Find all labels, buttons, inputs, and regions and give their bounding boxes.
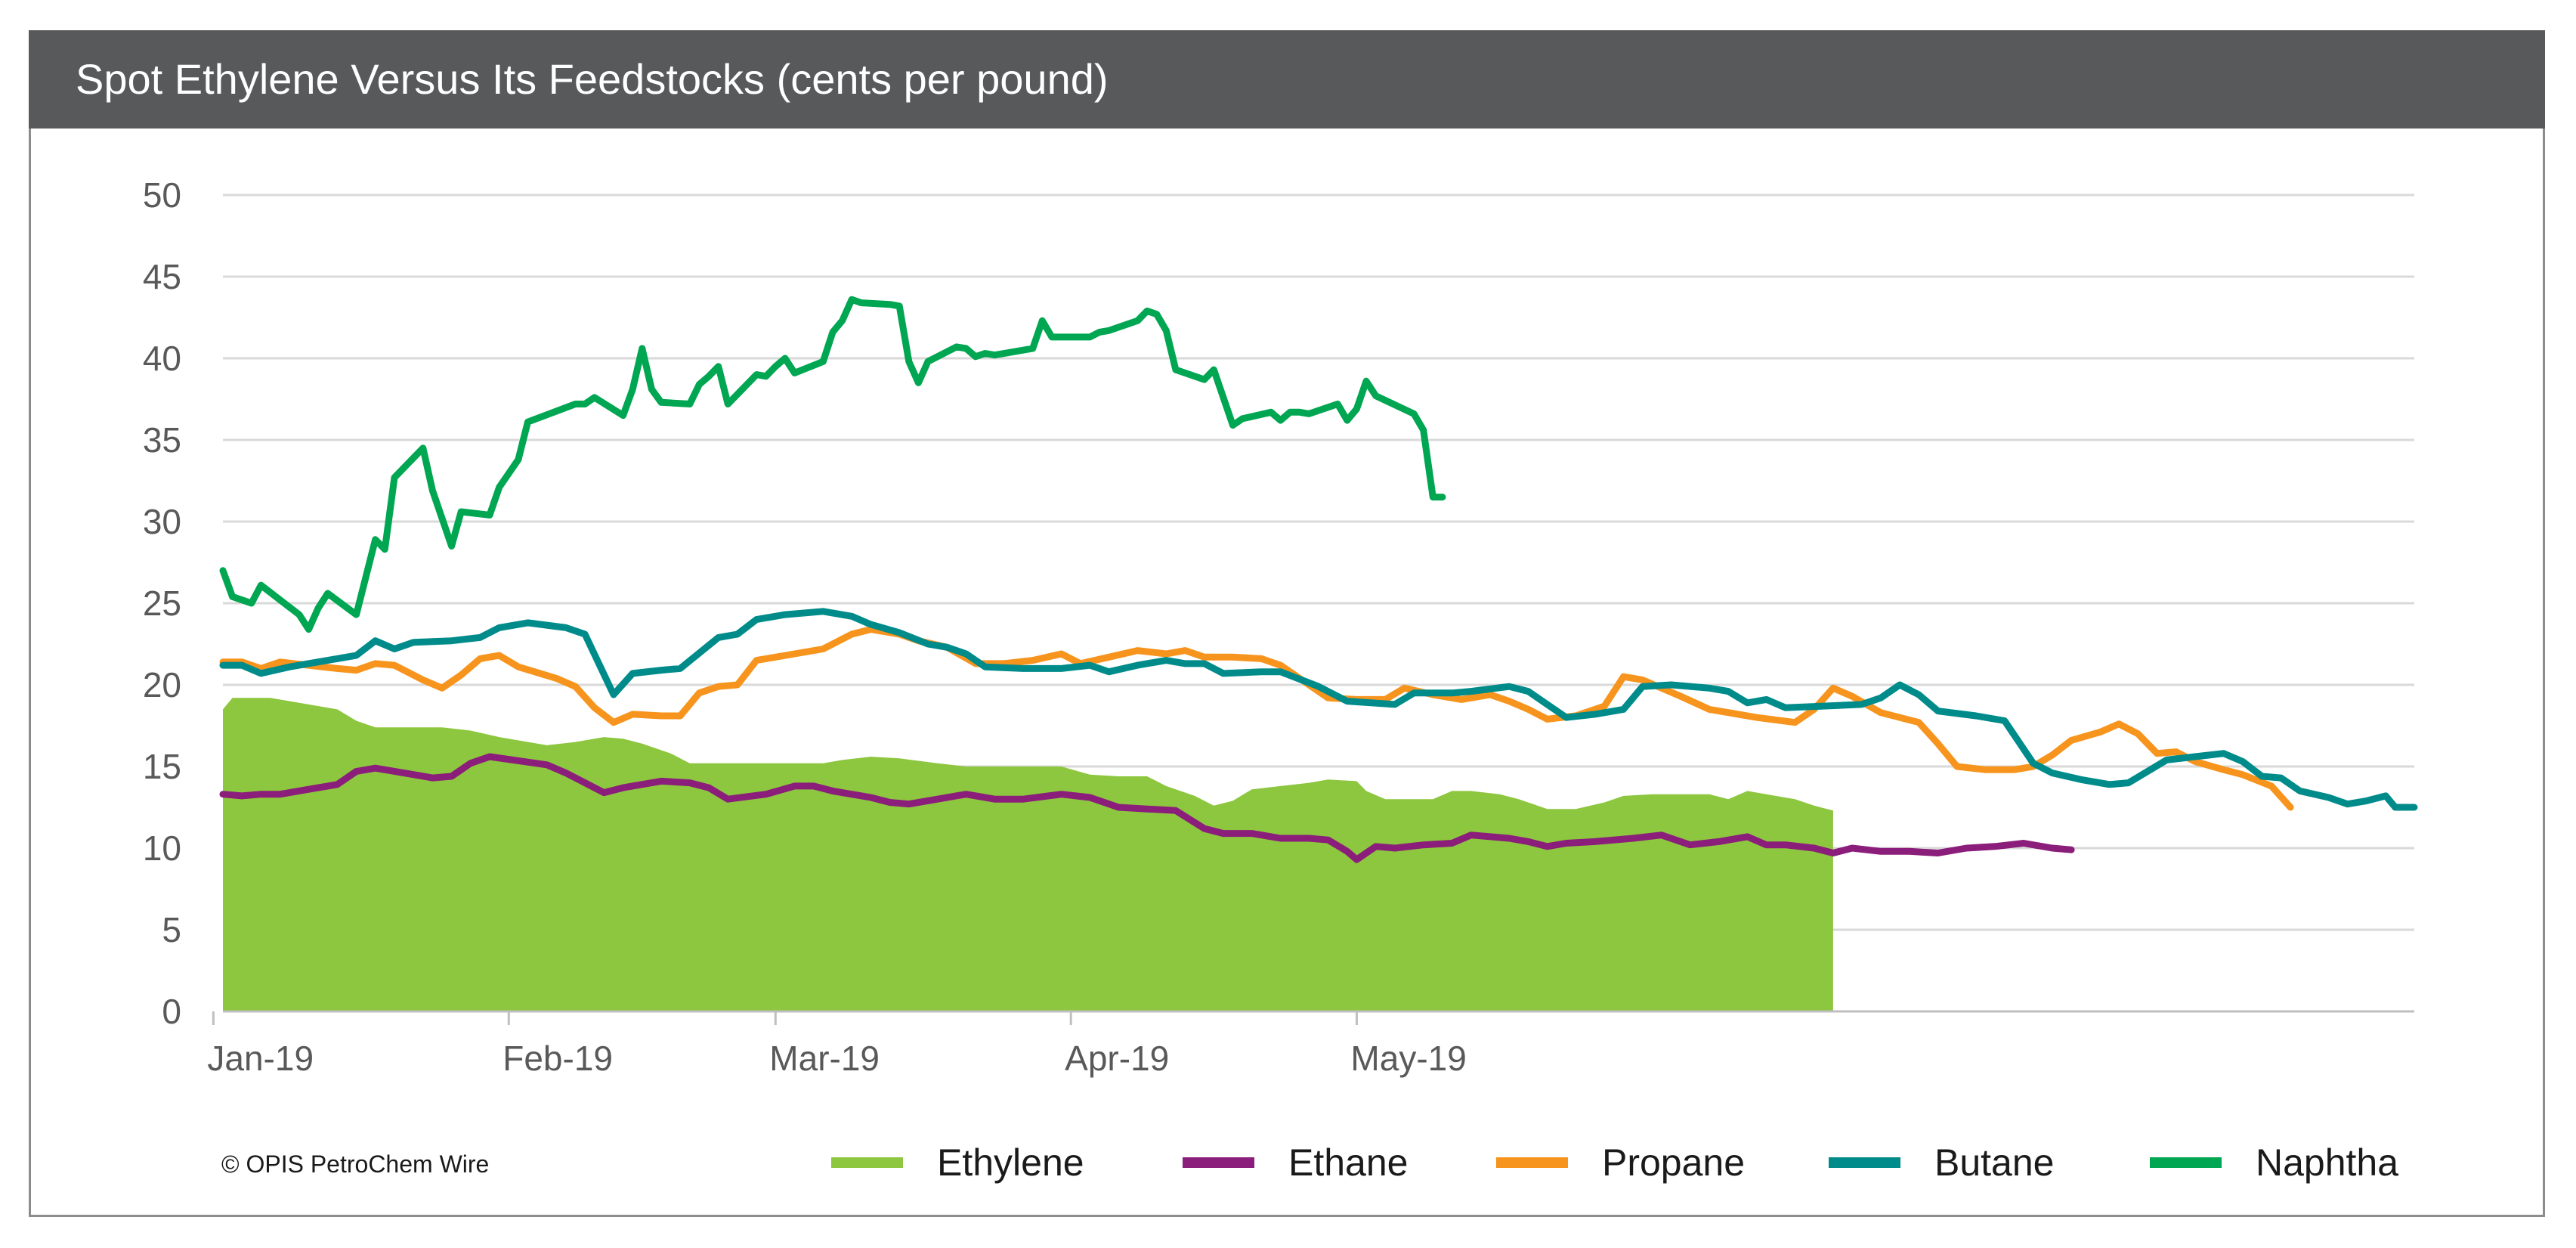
axes: 0 5 10 15 20 25 30 35 40 45 50 Jan-19 Feb-19 Mar-19 Ap… [143, 175, 2414, 1078]
y-tick-label: 50 [143, 175, 181, 215]
title-bar [29, 30, 2545, 129]
series-line-naphtha [219, 296, 1446, 633]
y-tick-label: 40 [143, 339, 181, 378]
x-tick-label: Mar-19 [769, 1039, 880, 1078]
y-tick-label: 20 [143, 665, 181, 705]
legend-label-propane: Propane [1602, 1141, 1745, 1184]
copyright-note: © OPIS PetroChem Wire [221, 1150, 490, 1178]
x-tick-label: May-19 [1350, 1039, 1466, 1078]
series-line-butane [219, 608, 2418, 811]
x-tick-label: Feb-19 [503, 1039, 613, 1078]
y-tick-label: 0 [162, 992, 181, 1031]
y-tick-label: 25 [143, 584, 181, 623]
legend-label-ethane: Ethane [1288, 1141, 1408, 1184]
x-tick-label: Jan-19 [207, 1039, 314, 1078]
series-layer [219, 296, 2418, 1011]
chart-title: Spot Ethylene Versus Its Feedstocks (cen… [76, 55, 1109, 103]
legend-label-naphtha: Naphtha [2256, 1141, 2398, 1184]
series-area-ethylene [223, 698, 1833, 1011]
y-tick-label: 5 [162, 910, 181, 949]
y-tick-label: 15 [143, 747, 181, 786]
series-line-ethane [219, 753, 2075, 863]
y-tick-label: 45 [143, 257, 181, 296]
series-line-propane [219, 626, 2294, 811]
chart-frame [29, 30, 2545, 1217]
x-tick-label: Apr-19 [1065, 1039, 1169, 1078]
legend: Ethylene Ethane Propane Butane Naphtha [831, 1141, 2398, 1184]
y-tick-label: 30 [143, 502, 181, 541]
legend-label-ethylene: Ethylene [937, 1141, 1084, 1184]
legend-label-butane: Butane [1934, 1141, 2054, 1184]
y-tick-label: 10 [143, 828, 181, 868]
y-tick-label: 35 [143, 420, 181, 460]
